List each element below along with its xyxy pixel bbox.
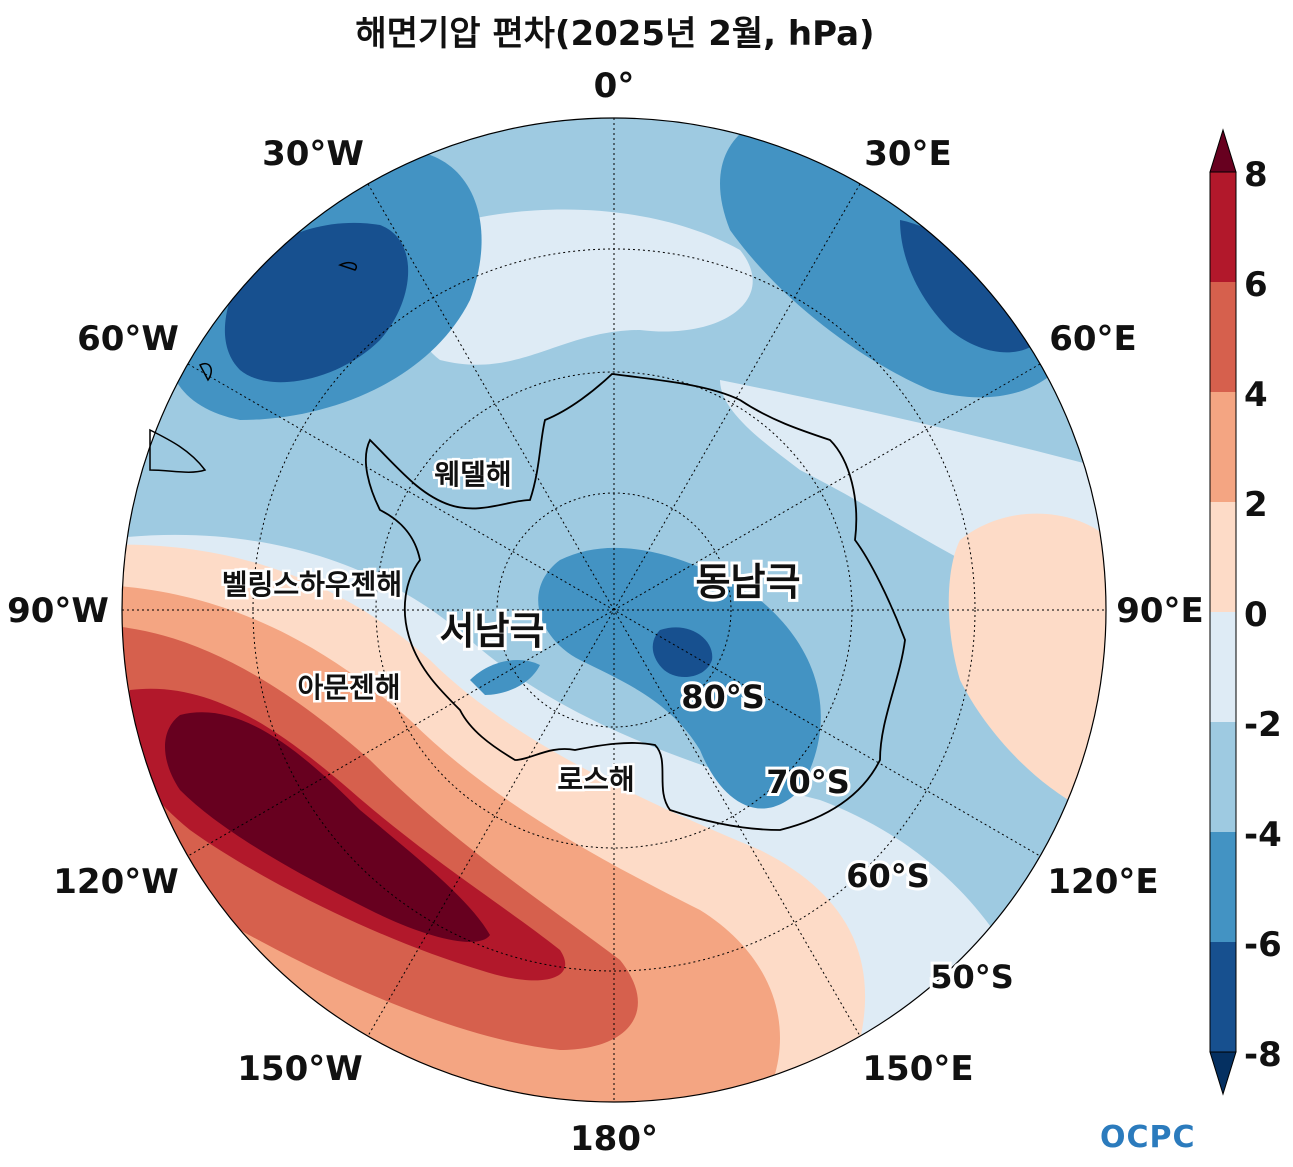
colorbar-bin xyxy=(1210,282,1236,392)
lon-label-150w: 150°W xyxy=(237,1049,362,1089)
lon-label-30w: 30°W xyxy=(262,134,364,174)
region-weddell-sea: 웨델해 xyxy=(434,458,511,491)
colorbar-tick: 4 xyxy=(1244,375,1268,415)
lon-label-60w: 60°W xyxy=(77,319,179,359)
region-west-antarctica: 서남극 xyxy=(440,609,545,653)
colorbar-bin xyxy=(1210,612,1236,722)
antarctica-coastline xyxy=(365,373,906,831)
colorbar-bin xyxy=(1210,832,1236,942)
lon-label-90w: 90°W xyxy=(7,591,109,631)
colorbar-tick: -6 xyxy=(1244,925,1282,965)
colorbar-tick: 6 xyxy=(1244,265,1268,305)
colorbar-extend-bottom xyxy=(1209,1051,1237,1096)
region-ross-sea: 로스해 xyxy=(557,763,634,796)
region-bellingshausen-sea: 벨링스하우젠해 xyxy=(222,568,402,601)
colorbar-bin xyxy=(1210,172,1236,282)
colorbar-tick: -8 xyxy=(1244,1035,1282,1075)
lat-label-50s: 50°S xyxy=(930,958,1014,996)
lon-label-0: 0° xyxy=(594,66,635,106)
colorbar-bin xyxy=(1210,392,1236,502)
lon-label-120e: 120°E xyxy=(1047,862,1158,902)
colorbar-extend-top xyxy=(1209,128,1237,173)
colorbar-tick: 0 xyxy=(1244,595,1268,635)
lon-label-30e: 30°E xyxy=(864,134,952,174)
colorbar-bin xyxy=(1210,722,1236,832)
lat-label-70s: 70°S xyxy=(766,763,850,801)
map-title: 해면기압 편차(2025년 2월, hPa) xyxy=(355,14,875,54)
lon-label-60e: 60°E xyxy=(1049,319,1137,359)
lat-label-80s: 80°S xyxy=(681,678,765,716)
lon-label-150e: 150°E xyxy=(862,1049,973,1089)
graticule xyxy=(122,118,1106,1102)
colorbar: 8 6 4 2 0 -2 -4 -6 -8 xyxy=(1209,128,1282,1096)
lat-label-60s: 60°S xyxy=(846,857,930,895)
ocpc-logo: OCPC xyxy=(1100,1120,1196,1155)
region-east-antarctica: 동남극 xyxy=(696,560,801,604)
colorbar-tick: -2 xyxy=(1244,705,1282,745)
region-amundsen-sea: 아문젠해 xyxy=(297,671,400,704)
colorbar-tick: 8 xyxy=(1244,155,1268,195)
lon-label-90e: 90°E xyxy=(1116,591,1204,631)
colorbar-bin xyxy=(1210,942,1236,1052)
colorbar-bin xyxy=(1210,502,1236,612)
lon-label-120w: 120°W xyxy=(53,862,178,902)
colorbar-tick: 2 xyxy=(1244,485,1268,525)
colorbar-tick: -4 xyxy=(1244,815,1282,855)
lon-label-180: 180° xyxy=(570,1119,658,1159)
